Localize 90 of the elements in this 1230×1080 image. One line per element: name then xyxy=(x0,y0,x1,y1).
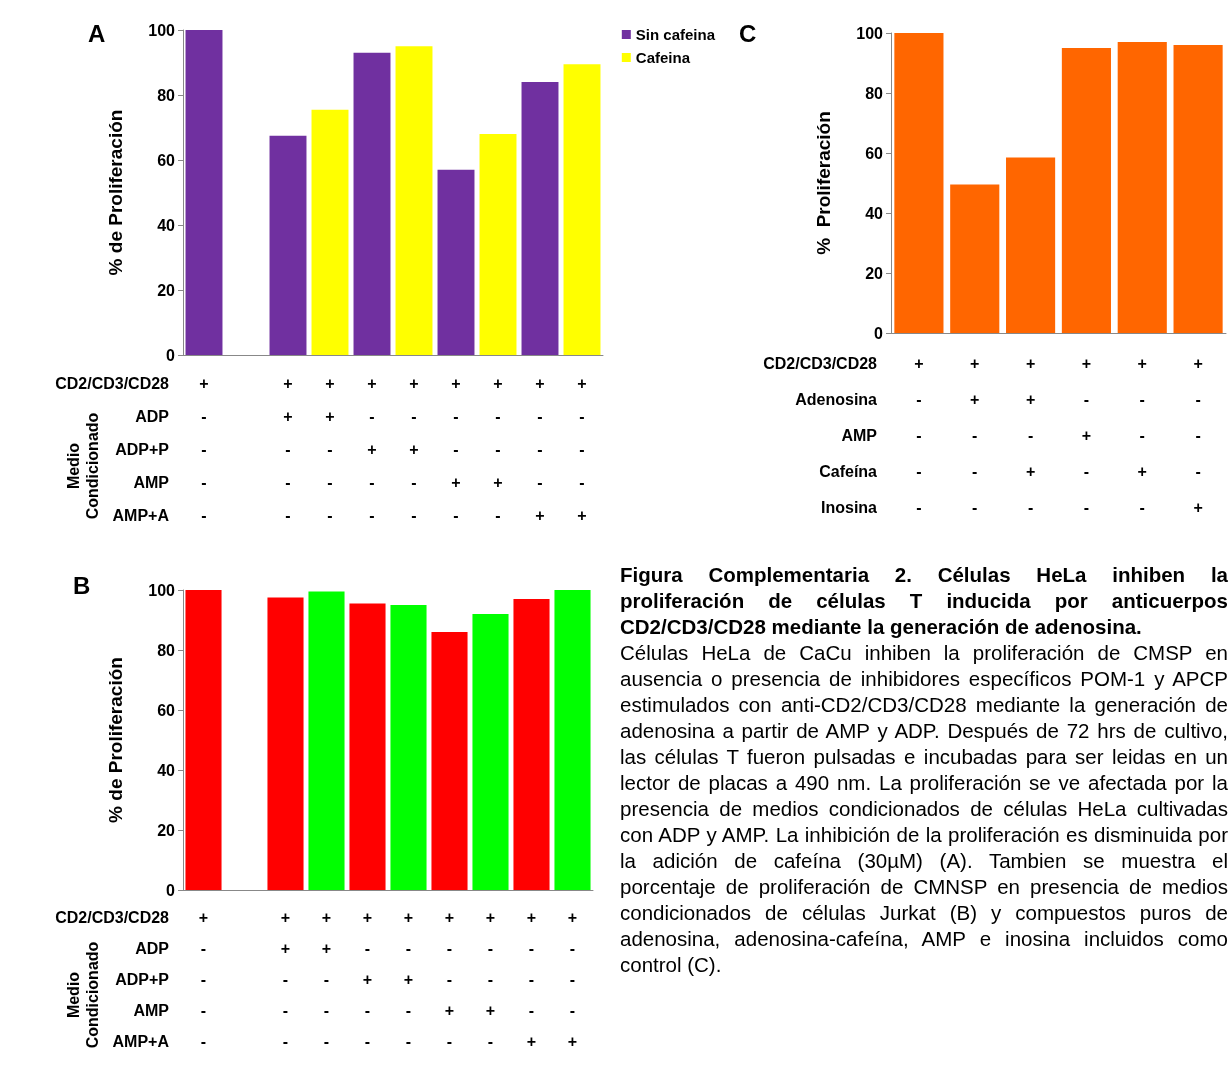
bar xyxy=(1117,42,1167,333)
text: Cafeína xyxy=(819,462,878,480)
x-tick-label: + - - + - xyxy=(493,375,503,524)
x-tick-label: + + - - - xyxy=(283,375,293,524)
bar xyxy=(308,591,345,890)
text: ADP+P xyxy=(115,441,170,458)
bar xyxy=(479,134,517,355)
text: ADP+P xyxy=(115,971,170,988)
y-tick-label: 100 xyxy=(856,24,884,42)
bar xyxy=(950,184,1000,333)
text: CD2/CD3/CD28 xyxy=(763,354,878,372)
bar xyxy=(311,109,349,355)
y-tick-label: 20 xyxy=(157,281,176,299)
x-tick-label: + - + - - xyxy=(367,375,377,524)
x-tick-label: + - - - + xyxy=(1193,354,1203,516)
x-tick-label: + - - + - xyxy=(1137,354,1147,516)
text: ADP xyxy=(135,408,170,425)
bar xyxy=(563,64,601,355)
text: Inosina xyxy=(820,498,878,516)
chart-title: B xyxy=(73,571,91,599)
text: AMP xyxy=(841,426,878,444)
text: AMP xyxy=(133,1002,170,1019)
x-tick-label: + - - - - xyxy=(199,375,209,524)
bar xyxy=(269,135,307,355)
text: Medio Condicionado xyxy=(65,941,101,1049)
bar xyxy=(431,632,468,890)
x-tick-label: + - - - + xyxy=(567,909,578,1050)
y-tick-label: 20 xyxy=(157,821,176,839)
text: ADP xyxy=(135,940,170,957)
y-tick-label: 80 xyxy=(865,84,884,102)
chart-title: A xyxy=(88,19,106,47)
y-tick-label: 60 xyxy=(865,144,884,162)
x-tick-label: + - - - - xyxy=(198,909,209,1050)
bar xyxy=(349,603,386,890)
bar xyxy=(1006,157,1056,333)
x-tick-label: + - - - + xyxy=(577,375,587,524)
y-axis-title: % Proliferación xyxy=(813,111,834,255)
bar xyxy=(554,590,591,890)
x-tick-label: + + - - - xyxy=(970,354,980,516)
y-tick-label: 60 xyxy=(157,701,176,719)
x-tick-label: + - - + - xyxy=(485,909,496,1050)
x-tick-label: + - + - - xyxy=(362,909,373,1050)
bar xyxy=(513,599,550,890)
x-tick-label: + - + - - xyxy=(1081,354,1092,516)
bar xyxy=(395,46,433,355)
bar xyxy=(1061,48,1111,333)
x-tick-label: + + - - - xyxy=(325,375,335,524)
y-tick-label: 40 xyxy=(157,216,176,234)
y-tick-label: 100 xyxy=(148,21,176,39)
bar xyxy=(521,82,559,355)
text: AMP xyxy=(133,474,170,491)
text: Células HeLa de CaCu inhiben la proliferación de CMSP en ausencia o presencia de inhibidores específicos POM-1 y APCP estimulados con anti-CD2/CD3/CD28 mediante la generación de adenosina a partir de AMP y ADP. Después de 72 hrs de cultivo, las células T fueron pulsadas e incubadas para ser leidas en un lector de placas a 490 nm. La proliferación se ve afectada por la presencia de medios condicionados de células HeLa cultivadas con ADP y AMP. La inhibición de la proliferación es disminuida por la adición de cafeína (30µM) (A). Tambien se muestra el porcentaje de proliferación de CMNSP en presencia de medios condicionados de células Jurkat (B) y compuestos puros de adenosina, adenosina-cafeína, AMP e inosina incluidos como control (C). xyxy=(620,641,1228,976)
text: AMP+A xyxy=(112,1033,170,1050)
y-tick-label: 80 xyxy=(157,641,176,659)
y-tick-label: 40 xyxy=(157,761,176,779)
bar xyxy=(267,597,304,890)
text: Figura Complementaria 2. Células HeLa inhiben la proliferación de células T inducida por anticuerpos CD2/CD3/CD28 mediante la generación de adenosina. xyxy=(620,562,1228,640)
legend-label: Cafeina xyxy=(635,49,691,66)
bar xyxy=(390,605,427,890)
x-tick-label: + - - + - xyxy=(444,909,455,1050)
y-tick-label: 40 xyxy=(865,204,884,222)
bar xyxy=(472,614,509,890)
text: Adenosina xyxy=(795,390,878,408)
bar xyxy=(353,52,391,355)
bar xyxy=(1173,45,1223,333)
text: Medio Condicionado xyxy=(65,412,101,520)
y-tick-label: 60 xyxy=(157,151,176,169)
y-tick-label: 80 xyxy=(157,86,176,104)
y-tick-label: 100 xyxy=(148,581,176,599)
y-tick-label: 0 xyxy=(874,324,884,342)
y-tick-label: 20 xyxy=(865,264,884,282)
x-tick-label: + - + - - xyxy=(409,375,419,524)
bar xyxy=(437,169,475,355)
x-tick-label: + + - - - xyxy=(321,909,332,1050)
chart-title: C xyxy=(739,19,757,47)
y-axis-title: % de Proliferación xyxy=(105,109,126,276)
y-axis-title: % de Proliferación xyxy=(105,657,126,823)
x-tick-label: + + - + - xyxy=(1025,354,1036,516)
x-tick-label: + - - + - xyxy=(451,375,461,524)
legend-label: Sin cafeina xyxy=(635,26,716,43)
x-tick-label: + - - - + xyxy=(526,909,537,1050)
text: CD2/CD3/CD28 xyxy=(55,375,170,392)
text: CD2/CD3/CD28 xyxy=(55,909,170,926)
x-tick-label: + - + - - xyxy=(403,909,414,1050)
y-tick-label: 0 xyxy=(166,881,176,899)
x-tick-label: + - - - - xyxy=(914,354,924,516)
text: AMP+A xyxy=(112,507,170,524)
x-tick-label: + + - - - xyxy=(280,909,291,1050)
y-tick-label: 0 xyxy=(166,346,176,364)
x-tick-label: + - - - + xyxy=(535,375,545,524)
